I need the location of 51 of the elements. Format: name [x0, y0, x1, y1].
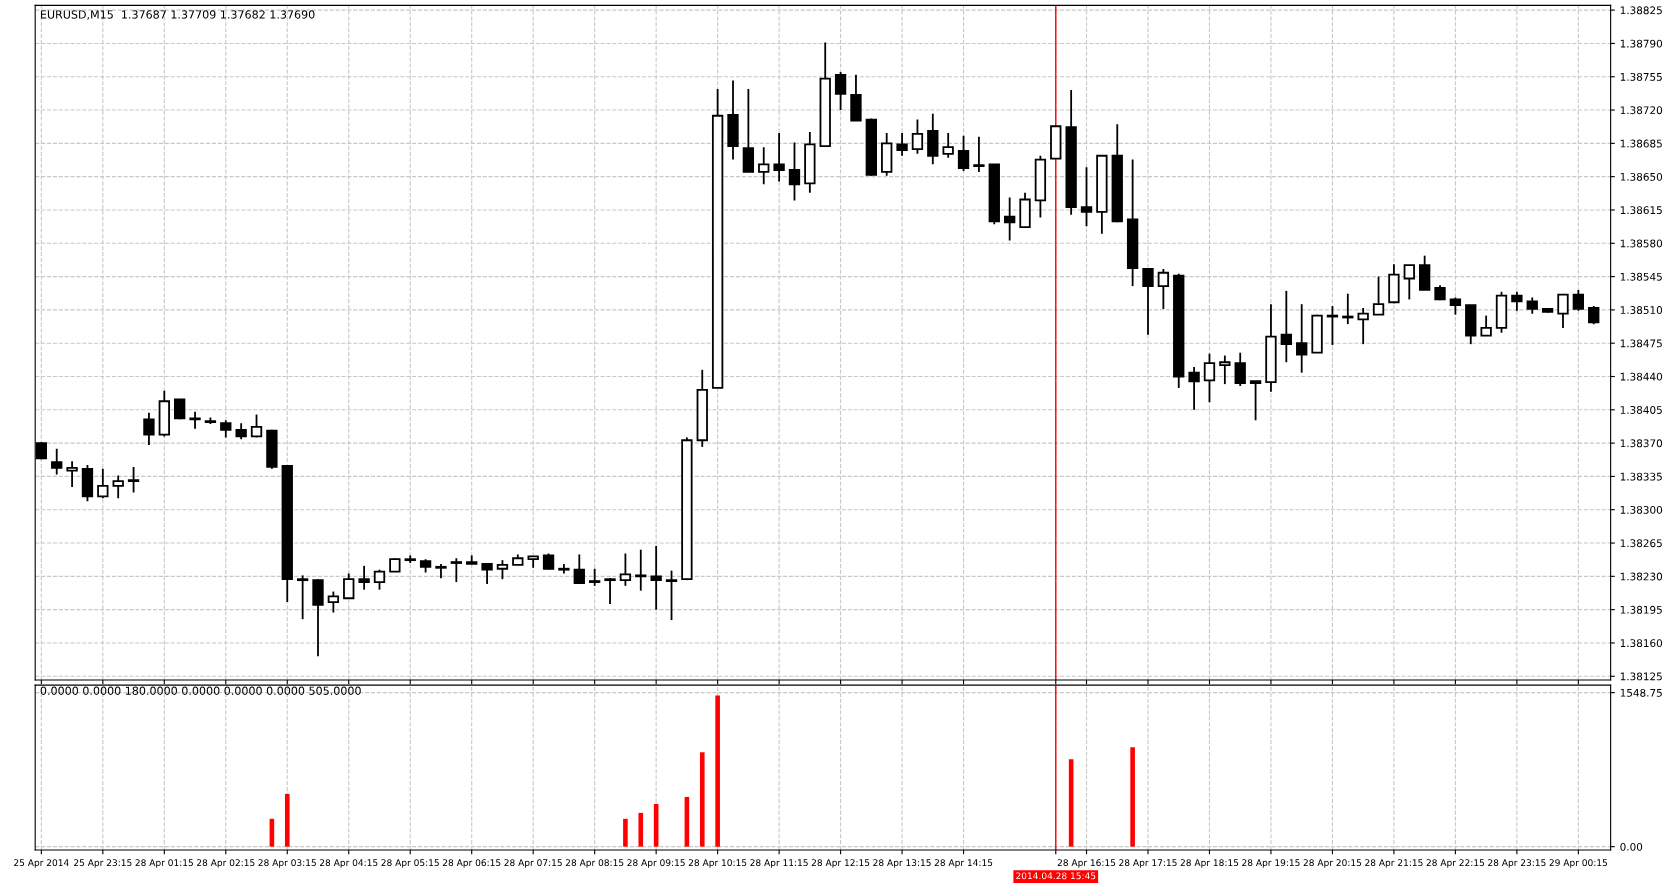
x-tick-label: 28 Apr 20:15 — [1303, 859, 1362, 868]
x-tick-label: 25 Apr 2014 — [14, 859, 69, 868]
y-tick-label: 1548.75 — [1620, 688, 1662, 697]
y-tick-label: 1.38335 — [1620, 472, 1662, 481]
x-tick-label: 28 Apr 04:15 — [319, 859, 378, 868]
y-tick-label: 1.38720 — [1620, 106, 1663, 115]
y-tick-label: 1.38790 — [1620, 39, 1663, 48]
x-tick-label: 28 Apr 03:15 — [258, 859, 316, 868]
x-tick-label: 28 Apr 10:15 — [688, 859, 747, 868]
x-tick-label: 28 Apr 06:15 — [442, 859, 501, 868]
y-tick-label: 1.38370 — [1620, 439, 1663, 448]
x-tick-label: 28 Apr 09:15 — [627, 859, 685, 868]
y-tick-label: 1.38650 — [1620, 172, 1663, 181]
x-tick-label: 28 Apr 02:15 — [197, 859, 255, 868]
x-tick-label: 28 Apr 08:15 — [565, 859, 624, 868]
x-tick-label: 28 Apr 11:15 — [750, 859, 808, 868]
x-tick-label: 28 Apr 19:15 — [1242, 859, 1300, 868]
chart-title: 0.0000 0.0000 180.0000 0.0000 0.0000 0.0000 505.0000 — [40, 686, 361, 695]
x-tick-label: 29 Apr 00:15 — [1549, 859, 1607, 868]
y-tick-label: 1.38160 — [1620, 639, 1663, 648]
x-tick-label: 25 Apr 23:15 — [74, 859, 132, 868]
x-tick-label: 28 Apr 17:15 — [1119, 859, 1177, 868]
y-tick-label: 1.38580 — [1620, 239, 1663, 248]
x-tick-label: 28 Apr 07:15 — [504, 859, 562, 868]
y-tick-label: 1.38685 — [1620, 139, 1662, 148]
y-tick-label: 1.38440 — [1620, 372, 1663, 381]
x-tick-label: 28 Apr 01:15 — [135, 859, 193, 868]
x-tick-label: 28 Apr 23:15 — [1488, 859, 1546, 868]
x-tick-label: 28 Apr 16:15 — [1057, 859, 1116, 868]
y-tick-label: 0.00 — [1620, 842, 1643, 851]
y-tick-label: 1.38510 — [1620, 306, 1663, 314]
y-tick-label: 1.38545 — [1620, 272, 1662, 281]
y-tick-label: 1.38615 — [1620, 206, 1662, 215]
x-tick-label: 28 Apr 13:15 — [873, 859, 931, 868]
y-tick-label: 1.38300 — [1620, 505, 1663, 514]
y-tick-label: 1.38825 — [1620, 6, 1662, 15]
y-tick-label: 1.38230 — [1620, 572, 1663, 581]
chart-title: EURUSD,M15 1.37687 1.37709 1.37682 1.37690 — [41, 10, 315, 20]
x-tick-label: 28 Apr 21:15 — [1365, 859, 1423, 868]
x-tick-label: 28 Apr 22:15 — [1426, 859, 1485, 868]
x-tick-label: 28 Apr 14:15 — [934, 859, 993, 868]
x-tick-label: 28 Apr 05:15 — [381, 859, 439, 868]
x-tick-label: 28 Apr 12:15 — [811, 859, 870, 868]
y-tick-label: 1.38125 — [1620, 672, 1662, 681]
y-tick-label: 1.38475 — [1620, 339, 1662, 348]
x-tick-label: 28 Apr 18:15 — [1180, 859, 1239, 868]
y-tick-label: 1.38265 — [1620, 539, 1662, 548]
y-tick-label: 1.38195 — [1620, 605, 1662, 614]
y-tick-label: 1.38405 — [1620, 406, 1662, 414]
y-tick-label: 1.38755 — [1620, 72, 1662, 81]
x-tick-label: 2014.04.28 15:45 — [1016, 872, 1096, 880]
